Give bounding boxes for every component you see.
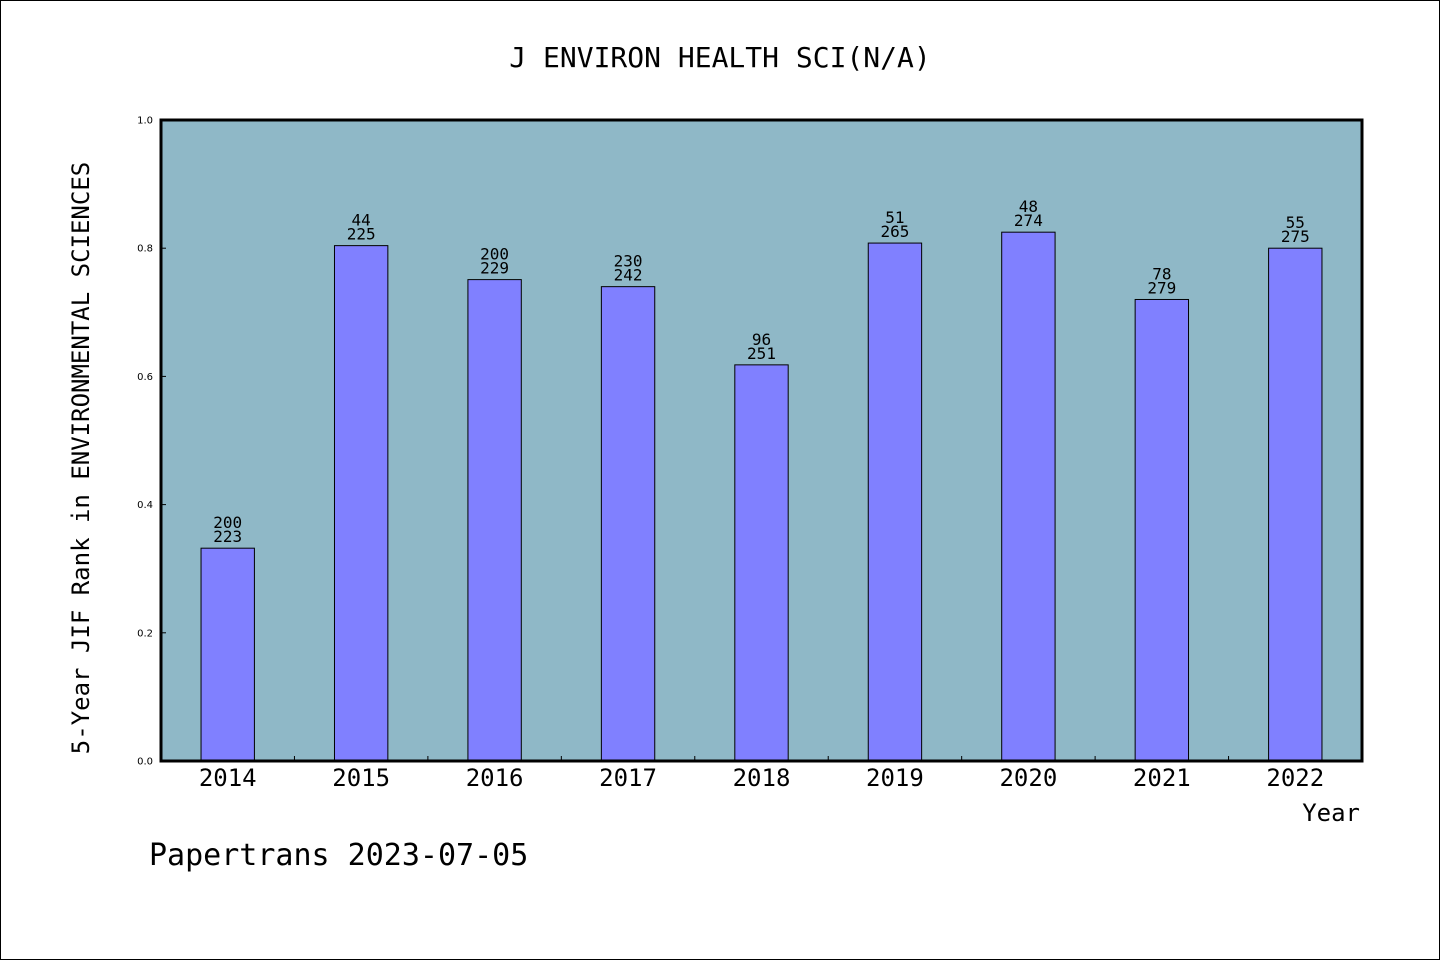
x-axis-label: Year: [1302, 799, 1360, 827]
bar-label-top: 55: [1286, 213, 1305, 232]
y-tick-label: 0.6: [137, 372, 153, 383]
chart-title: J ENVIRON HEALTH SCI(N/A): [509, 41, 930, 74]
x-tick-label: 2020: [999, 764, 1057, 792]
bar-2015: [333, 245, 389, 762]
y-tick-label: 0.8: [137, 244, 153, 255]
bar-label-top: 78: [1152, 264, 1171, 283]
bar-label-top: 200: [213, 513, 242, 532]
bar-label-top: 44: [352, 211, 371, 230]
bar-label-bottom: 274: [1014, 211, 1043, 230]
y-tick-label: 0.0: [137, 757, 153, 768]
bar-label-bottom: 225: [347, 225, 376, 244]
bar-label-bottom: 223: [213, 527, 242, 546]
y-axis-label: 5-Year JIF Rank in ENVIRONMENTAL SCIENCE…: [67, 162, 95, 754]
y-tick-label: 0.2: [137, 628, 153, 639]
y-tick-label: 1.0: [137, 116, 153, 127]
x-tick-label: 2015: [332, 764, 390, 792]
x-tick-label: 2021: [1133, 764, 1191, 792]
bar-label-top: 51: [885, 208, 904, 227]
bar-2019: [867, 242, 923, 762]
bar-2017: [600, 286, 656, 762]
plot-border: [159, 118, 1364, 763]
x-tick-label: 2017: [599, 764, 657, 792]
bar-label-top: 200: [480, 245, 509, 264]
bar-label-bottom: 265: [880, 222, 909, 241]
bar-2020: [1001, 231, 1056, 762]
y-tick-label: 0.4: [137, 500, 153, 511]
bar-2014: [200, 547, 255, 762]
bar-label-bottom: 229: [480, 259, 509, 278]
x-tick-label: 2019: [866, 764, 924, 792]
x-tick-label: 2016: [466, 764, 524, 792]
x-tick-label: 2022: [1266, 764, 1324, 792]
x-tick-label: 2018: [733, 764, 791, 792]
bar-label-top: 48: [1019, 197, 1038, 216]
bar-label-top: 230: [614, 252, 643, 271]
x-tick-label: 2014: [199, 764, 257, 792]
bar-2022: [1268, 247, 1323, 762]
bar-label-top: 96: [752, 330, 771, 349]
bar-label-bottom: 275: [1281, 227, 1310, 246]
bar-2018: [734, 364, 789, 762]
bar-label-bottom: 242: [614, 266, 643, 285]
bar-label-bottom: 251: [747, 344, 776, 363]
bar-2021: [1134, 298, 1190, 762]
footer-stamp: Papertrans 2023-07-05: [149, 838, 528, 873]
bar-2016: [467, 279, 522, 762]
bar-label-bottom: 279: [1147, 278, 1176, 297]
x-axis-ticks: 2014 2015 2016 2017 2018 2019 2020 2021 2022: [199, 756, 1324, 792]
